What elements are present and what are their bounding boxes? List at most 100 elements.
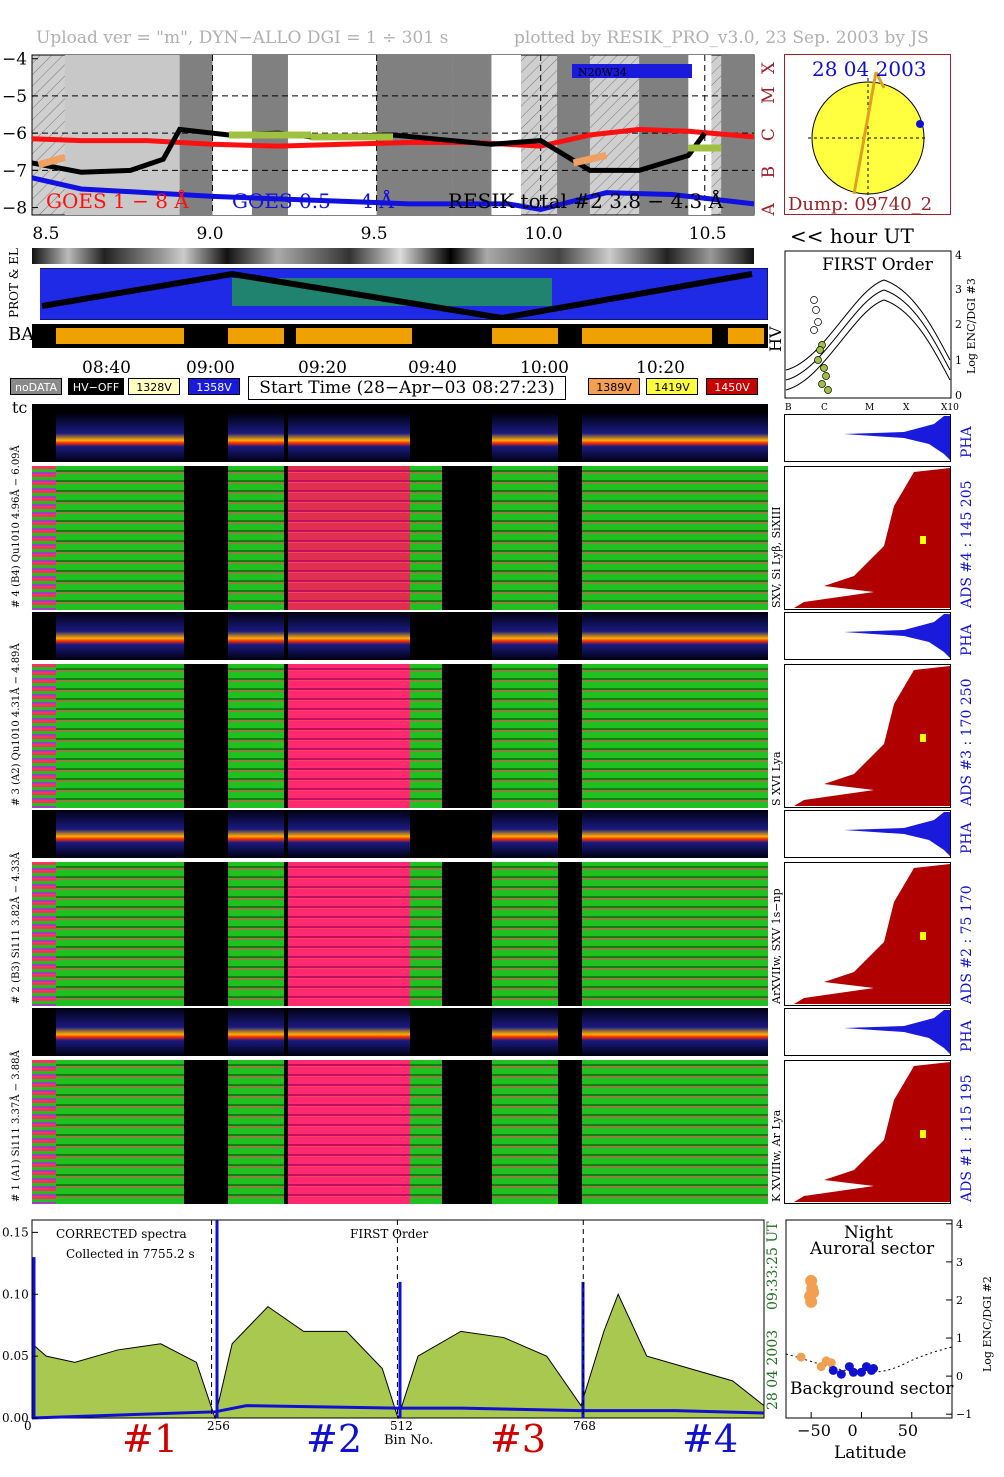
lat-point — [796, 1352, 806, 1362]
goes-class-label: A — [759, 203, 779, 217]
pha-label-3: PHA — [959, 624, 975, 656]
lat-y-tick: 3 — [956, 1256, 963, 1269]
pha-strip-2 — [32, 810, 768, 858]
lat-y-tick: 0 — [956, 1370, 963, 1383]
channel-label-2: # 2 (B3) Si111 3.82Å − 4.33Å — [11, 852, 22, 1004]
goes-class-label: C — [759, 128, 779, 141]
spectrum-y-tick: 0.15 — [2, 1225, 29, 1239]
pha-label-2: PHA — [959, 822, 975, 854]
pha-histogram-2 — [784, 810, 951, 858]
lat-point — [869, 1364, 879, 1373]
fo-y-tick: 3 — [955, 283, 962, 296]
lat-point — [836, 1369, 846, 1379]
region-label: N20W34 — [578, 66, 627, 79]
spectrum-panel: 0.00 0.05 0.10 0.15 0 256 512 768 CORRECTED spe… — [2, 1219, 765, 1448]
legend-key-5: 1419V — [646, 378, 698, 395]
fo-x-tick: M — [865, 403, 874, 412]
start-time-box: Start Time (28−Apr−03 08:27:23) — [248, 376, 566, 400]
active-region-marker — [916, 120, 924, 128]
goes-x-tick: 9.0 — [196, 224, 224, 244]
goes-x-tick: 8.5 — [32, 224, 60, 244]
legend-key-0: noDATA — [10, 378, 62, 395]
spectrum-y-tick: 0.05 — [2, 1349, 29, 1363]
spectrum-x-tick: 768 — [573, 1419, 596, 1433]
lat-title1: Night — [844, 1223, 893, 1243]
fo-y-tick: 2 — [955, 318, 962, 331]
lat-bottom: Background sector — [790, 1379, 954, 1399]
lat-x-tick: −50 — [797, 1421, 831, 1440]
goes-x-tick: 9.5 — [360, 224, 388, 244]
lat-point — [826, 1358, 836, 1368]
spectrogram-2 — [32, 862, 768, 1006]
hv-label: HV — [766, 326, 785, 352]
time-tick: 09:00 — [186, 358, 235, 378]
spectrum-x-tick: 512 — [390, 1419, 413, 1433]
spectrum-side-date: 28 04 2003 — [765, 1329, 781, 1410]
pha-label-1: PHA — [959, 1020, 975, 1052]
first-order-panel: FIRST Order B C M X X10 0 1 2 3 4 — [784, 250, 962, 412]
channel-tag-1: #1 — [122, 1417, 179, 1461]
time-tick: 10:20 — [636, 358, 685, 378]
sun-dump: Dump: 09740_2 — [788, 194, 932, 215]
header-left: Upload ver = "m", DYN−ALLO DGI = 1 ÷ 301… — [36, 28, 449, 48]
lat-point — [828, 1365, 838, 1375]
tc-strip — [32, 404, 768, 414]
legend-key-2: 1328V — [128, 378, 180, 395]
lat-y-tick: 2 — [956, 1294, 963, 1307]
spectrum-note1: CORRECTED spectra — [56, 1227, 187, 1241]
time-tick: 09:40 — [408, 358, 457, 378]
ads-label-3: ADS #3 : 170 250 — [959, 678, 975, 806]
spectrum-y-tick: 0.10 — [2, 1287, 29, 1301]
resik-label: RESIK total #2 3.8 − 4.3 Å — [448, 188, 724, 213]
lat-point — [848, 1367, 858, 1377]
sun-axis — [852, 71, 878, 195]
sun-date: 28 04 2003 — [812, 57, 927, 81]
lat-ylabel: Log ENC/DGI #2 — [981, 1276, 994, 1372]
ads-histogram-2 — [784, 862, 951, 1006]
ads-label-4: ADS #4 : 145 205 — [959, 480, 975, 608]
spectrogram-4 — [32, 466, 768, 610]
goes-class-label: B — [759, 166, 779, 179]
goes-short-label: GOES 0.5 − 4 Å — [232, 188, 394, 213]
goes-y-tick: −4 — [2, 50, 27, 70]
spectrum-xlabel: Bin No. — [384, 1433, 433, 1448]
channel-label-4: # 4 (B4) Qu1010 4.96Å − 6.09Å — [11, 445, 22, 608]
channel-label-1: # 1 (A1) Si111 3.37Å − 3.88Å — [11, 1050, 22, 1202]
series-line-0 — [31, 126, 755, 149]
goes-y-tick: −7 — [2, 161, 27, 181]
spectrum-order: FIRST Order — [350, 1227, 428, 1241]
channel-label-3: # 3 (A2) Qu1010 4.31Å − 4.89Å — [11, 643, 22, 806]
spectrogram-1 — [32, 1060, 768, 1204]
fo-x-tick: X10 — [941, 403, 959, 412]
ba-label: BA — [8, 324, 35, 345]
prot-label: PROT & EL — [7, 248, 21, 318]
goes-y-tick: −8 — [2, 199, 27, 219]
pha-strip-4 — [32, 414, 768, 462]
spectrum-baseline — [31, 1404, 765, 1420]
time-tick: 10:00 — [520, 358, 569, 378]
ba-strip — [32, 324, 768, 348]
channel-tag-3: #3 — [490, 1417, 547, 1461]
hour-label: << hour UT — [790, 224, 914, 248]
lat-x-tick: 50 — [898, 1421, 918, 1440]
ads-label-2: ADS #2 : 75 170 — [959, 885, 975, 1004]
ads-histogram-4 — [784, 466, 951, 610]
fo-y-tick: 1 — [955, 354, 962, 367]
goes-y-tick: −6 — [2, 124, 27, 144]
fo-y-tick: 0 — [955, 389, 962, 402]
goes-y-tick: −5 — [2, 87, 27, 107]
channel-tag-2: #2 — [306, 1417, 363, 1461]
goes-x-tick: 10.0 — [524, 224, 563, 244]
fo-y-tick: 4 — [955, 250, 962, 262]
spectrum-x-tick: 256 — [207, 1419, 230, 1433]
legend-key-3: 1358V — [188, 378, 240, 395]
ads-histogram-1 — [784, 1060, 951, 1204]
goes-class-label: M — [759, 87, 779, 104]
legend-key-1: HV−OFF — [68, 378, 124, 395]
legend-key-6: 1450V — [706, 378, 758, 395]
pha-label-4: PHA — [959, 426, 975, 458]
lat-title2: Auroral sector — [809, 1239, 935, 1259]
fo-x-tick: X — [903, 403, 910, 412]
time-tick: 08:40 — [82, 358, 131, 378]
lat-point — [807, 1286, 820, 1299]
